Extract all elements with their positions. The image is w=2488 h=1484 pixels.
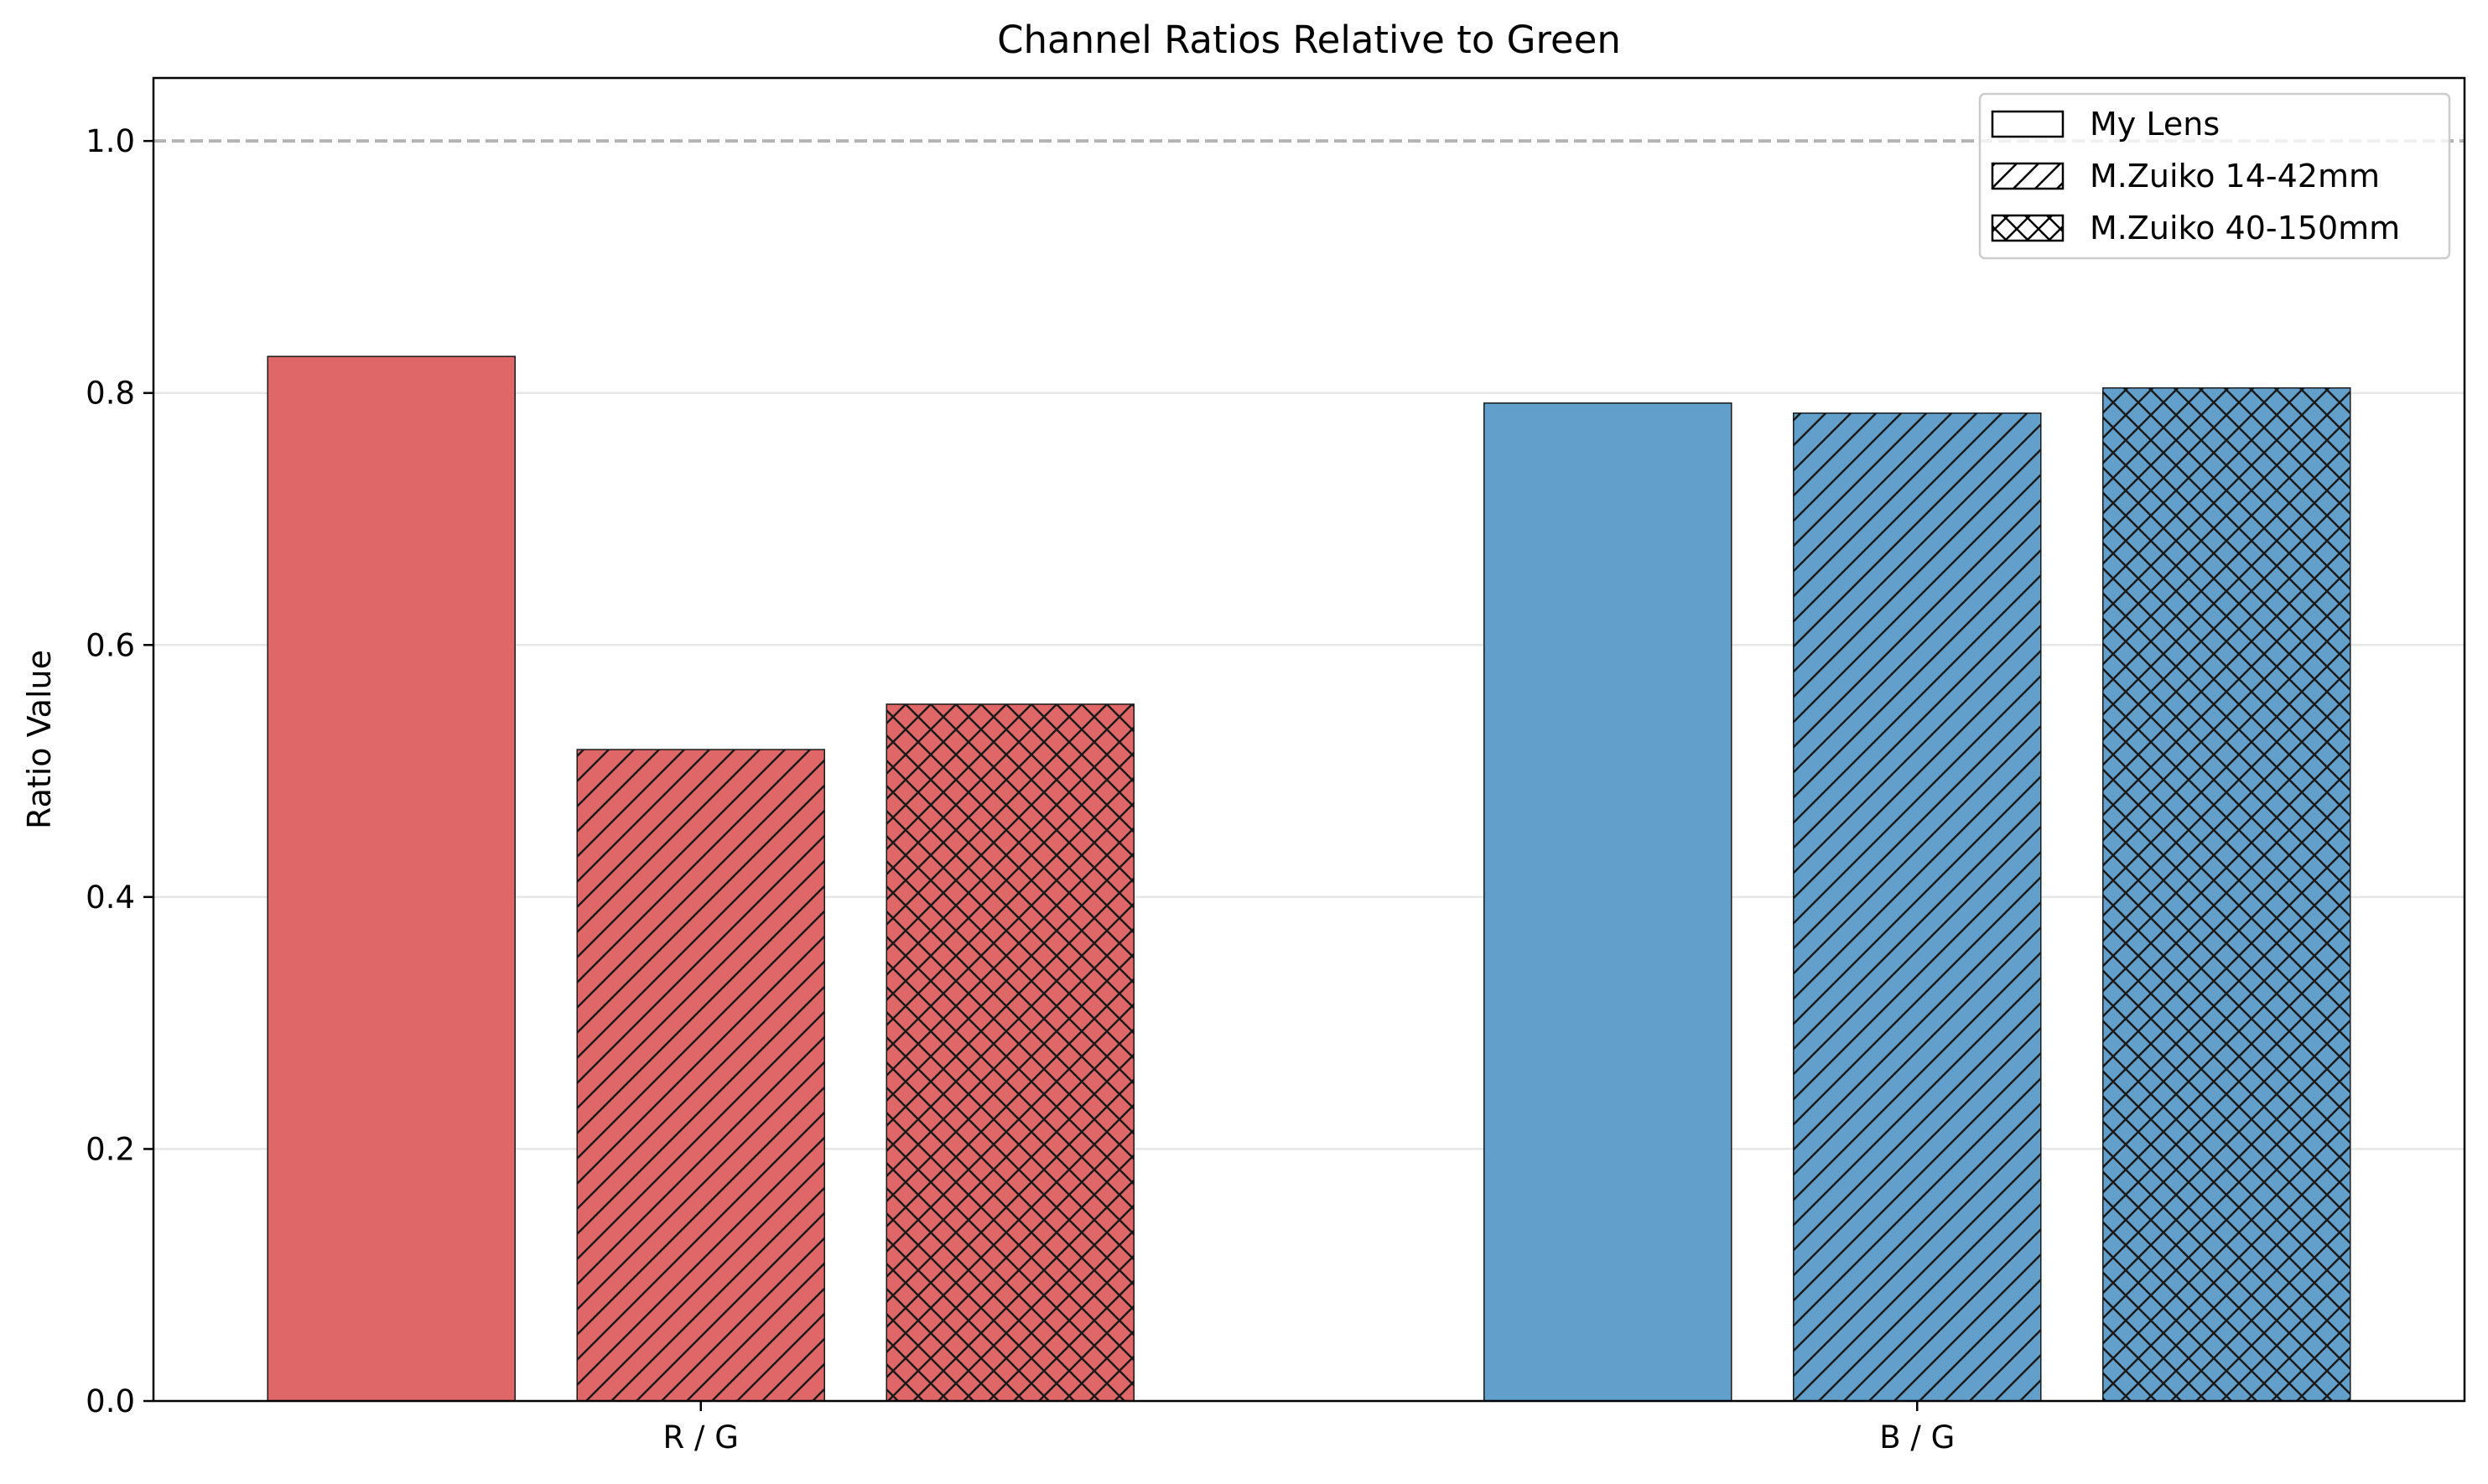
- bar-hatch: [886, 703, 1135, 1401]
- legend: My Lens M.Zuiko 14-42mm M.Zuiko 40-150mm: [1978, 92, 2451, 260]
- y-tick-label: 1.0: [86, 123, 135, 159]
- plot-area-frame: [152, 76, 2466, 1403]
- bar-hatch: [2102, 387, 2350, 1401]
- x-tick-label: R / G: [663, 1419, 739, 1455]
- x-axis-ticks: R / G B / G: [663, 1401, 1955, 1455]
- y-tick-label: 0.6: [86, 627, 135, 663]
- legend-label: M.Zuiko 40-150mm: [2090, 210, 2400, 246]
- y-tick-label: 0.2: [86, 1131, 135, 1167]
- legend-frame: [1978, 92, 2451, 260]
- bars-group: [267, 355, 2351, 1402]
- legend-label: My Lens: [2090, 106, 2220, 143]
- y-tick-label: 0.8: [86, 376, 135, 412]
- chart-title: Channel Ratios Relative to Green: [997, 18, 1621, 62]
- legend-label: M.Zuiko 14-42mm: [2090, 158, 2380, 195]
- x-tick-label: B / G: [1879, 1419, 1955, 1455]
- legend-swatch-outline: [1991, 162, 2065, 190]
- legend-swatch: [1992, 112, 2063, 137]
- y-axis-ticks: 0.0 0.2 0.4 0.6 0.8 1.0: [86, 123, 153, 1419]
- gridlines: [153, 392, 2465, 1150]
- legend-swatch-outline: [1991, 110, 2065, 138]
- legend-swatch-hatch: [1992, 163, 2063, 189]
- y-tick-label: 0.4: [86, 880, 135, 916]
- bar: [1483, 402, 1732, 1401]
- bar-hatch: [1793, 413, 2041, 1401]
- legend-swatch-outline: [1991, 214, 2065, 242]
- y-tick-label: 0.0: [86, 1383, 135, 1419]
- bar-hatch: [577, 750, 825, 1401]
- legend-swatch-hatch: [1992, 215, 2063, 241]
- y-axis-label: Ratio Value: [21, 650, 58, 829]
- bar: [267, 356, 516, 1401]
